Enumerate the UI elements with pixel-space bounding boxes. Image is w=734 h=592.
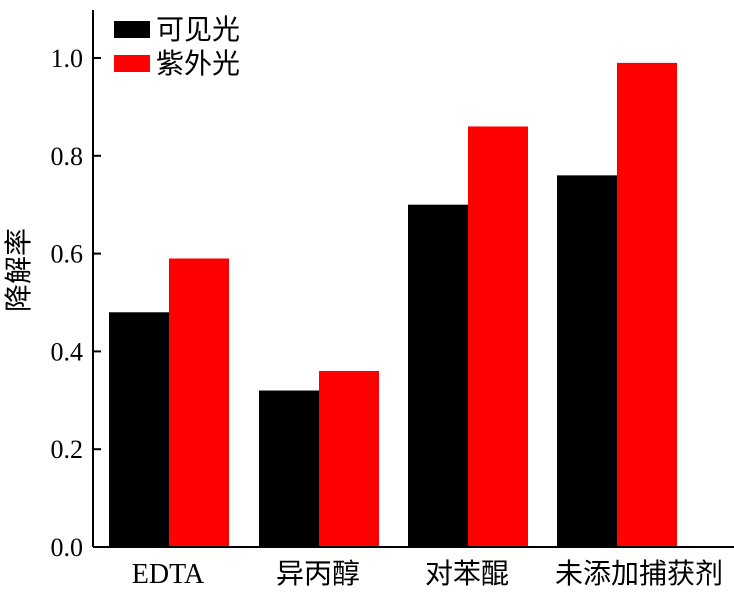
- y-ticks-group: 0.0 0.2 0.4 0.6 0.8 1.0: [51, 44, 101, 562]
- x-category-label: 异丙醇: [276, 558, 360, 590]
- bar-uv-3: [468, 126, 528, 548]
- y-tick-label: 1.0: [51, 44, 84, 73]
- legend-label-visible: 可见光: [156, 14, 240, 46]
- bars-group: [109, 62, 677, 548]
- legend-swatch-visible: [114, 21, 150, 38]
- x-category-label: 对苯醌: [425, 558, 509, 590]
- y-tick-label: 0.6: [51, 240, 84, 269]
- bar-visible-2: [259, 390, 319, 547]
- bar-visible-1: [109, 312, 169, 547]
- x-category-label: 未添加捕获剂: [555, 558, 723, 590]
- bar-visible-3: [408, 204, 468, 547]
- bar-visible-4: [557, 175, 617, 548]
- bar-uv-2: [319, 370, 379, 547]
- legend-label-uv: 紫外光: [156, 48, 240, 80]
- axes-group: [92, 10, 734, 548]
- y-axis-label: 降解率: [3, 228, 35, 312]
- bar-uv-1: [169, 258, 229, 547]
- bar-uv-4: [617, 62, 677, 547]
- y-tick-label: 0.8: [51, 142, 84, 171]
- x-labels-group: EDTA 异丙醇 对苯醌 未添加捕获剂: [132, 558, 723, 590]
- y-tick-label: 0.4: [51, 337, 84, 366]
- legend-swatch-uv: [114, 55, 150, 72]
- x-category-label: EDTA: [132, 559, 205, 590]
- y-tick-label: 0.2: [51, 435, 84, 464]
- y-tick-label: 0.0: [51, 533, 84, 562]
